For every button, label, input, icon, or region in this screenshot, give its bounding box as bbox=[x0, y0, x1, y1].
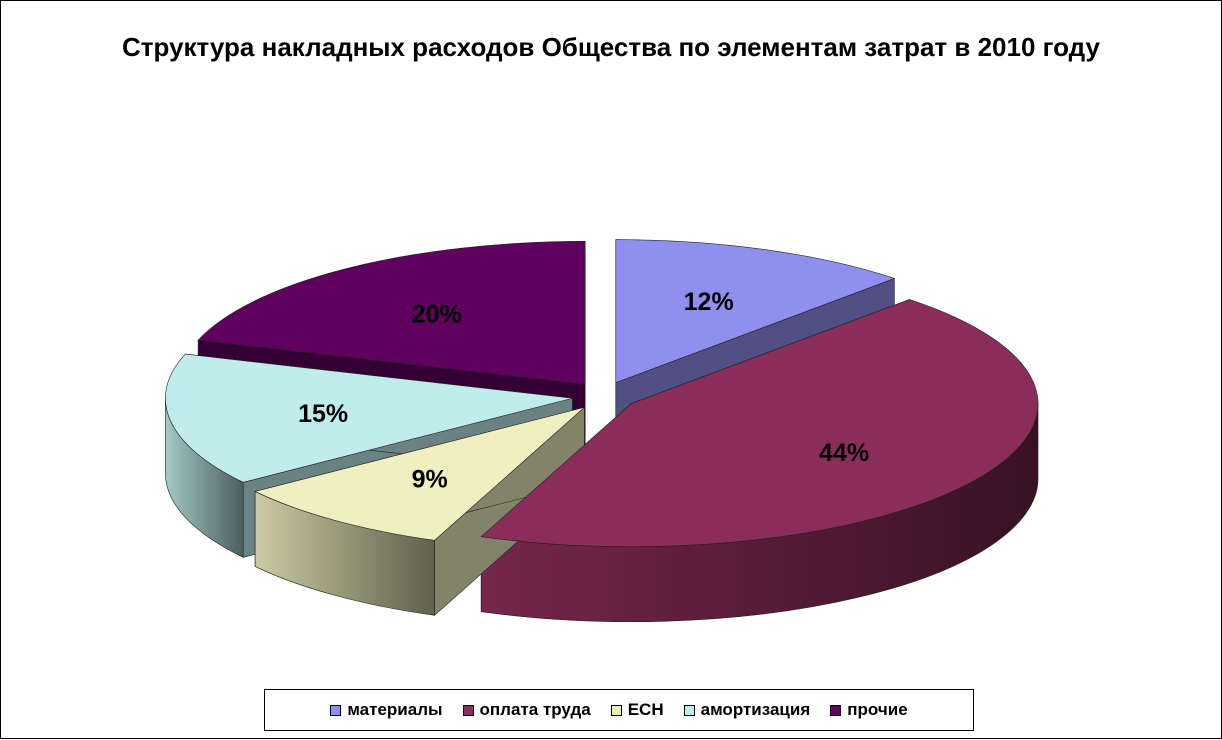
data-label: 15% bbox=[298, 400, 348, 428]
legend-swatch bbox=[330, 704, 342, 716]
legend-item: ЕСН bbox=[610, 700, 664, 720]
legend-item: амортизация bbox=[683, 700, 811, 720]
data-label: 12% bbox=[684, 288, 734, 316]
legend-swatch bbox=[462, 704, 474, 716]
legend-label: прочие bbox=[847, 700, 908, 719]
legend: материалы оплата труда ЕСН амортизация п… bbox=[264, 689, 974, 731]
pie-slice bbox=[197, 241, 586, 385]
pie-slice bbox=[165, 353, 573, 483]
legend-label: амортизация bbox=[700, 700, 811, 719]
data-label: 20% bbox=[412, 301, 462, 329]
legend-swatch bbox=[830, 704, 842, 716]
legend-item: материалы bbox=[330, 700, 443, 720]
legend-item: прочие bbox=[830, 700, 908, 720]
legend-swatch bbox=[683, 704, 695, 716]
legend-label: ЕСН bbox=[627, 700, 664, 719]
legend-item: оплата труда bbox=[462, 700, 591, 720]
pie-slice bbox=[480, 299, 1039, 548]
pie-slice bbox=[254, 407, 585, 541]
legend-swatch bbox=[610, 704, 622, 716]
legend-label: оплата труда bbox=[479, 700, 591, 719]
data-label: 9% bbox=[412, 465, 448, 493]
data-label: 44% bbox=[819, 439, 869, 467]
pie-slice bbox=[615, 239, 896, 384]
chart-title: Структура накладных расходов Общества по… bbox=[122, 32, 1100, 62]
legend-label: материалы bbox=[347, 700, 443, 719]
